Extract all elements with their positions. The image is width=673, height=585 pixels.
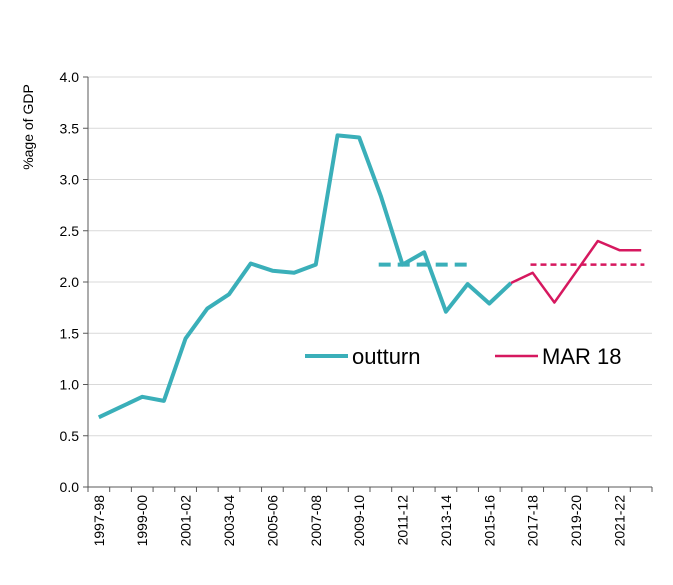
x-tick-label: 2011-12 [395,495,411,546]
x-tick-label: 2005-06 [264,495,280,547]
tick-labels: 0.0 0.5 1.0 1.5 2.0 2.5 3.0 3.5 4.0 1997-98 1999-0… [60,69,628,546]
x-tick-label: 2003-04 [221,495,237,547]
x-tick-label: 2013-14 [438,495,454,547]
y-tick-label: 1.5 [60,325,80,341]
y-tick-label: 2.0 [60,274,80,290]
x-tick-label: 2015-16 [481,495,497,547]
y-tick-label: 4.0 [60,69,80,85]
legend-label: outturn [352,344,421,369]
series-line-outturn [97,133,513,420]
x-tick-label: 1999-00 [134,495,150,547]
y-tick-label: 0.5 [60,428,80,444]
x-tick-label: 2019-20 [568,495,584,547]
x-tick-label: 2001-02 [178,495,194,547]
legend-label: MAR 18 [542,344,621,369]
y-tick-label: 2.5 [60,223,80,239]
x-tick-label: 1997-98 [91,495,107,547]
y-axis-title: %age of GDP [20,84,36,170]
gridlines [83,76,652,488]
x-tick-label: 2021-22 [611,495,627,547]
x-tick-label: 2017-18 [525,495,541,547]
series-layer [97,133,645,420]
series-line-mar-18 [510,239,642,304]
axes [87,77,653,492]
x-tick-label: 2009-10 [351,495,367,547]
y-tick-label: 3.0 [60,172,80,188]
legend: outturn MAR 18 [305,344,621,369]
y-tick-label: 0.0 [60,479,80,495]
x-tick-label: 2007-08 [308,495,324,547]
y-tick-label: 1.0 [60,377,80,393]
y-tick-label: 3.5 [60,120,80,136]
